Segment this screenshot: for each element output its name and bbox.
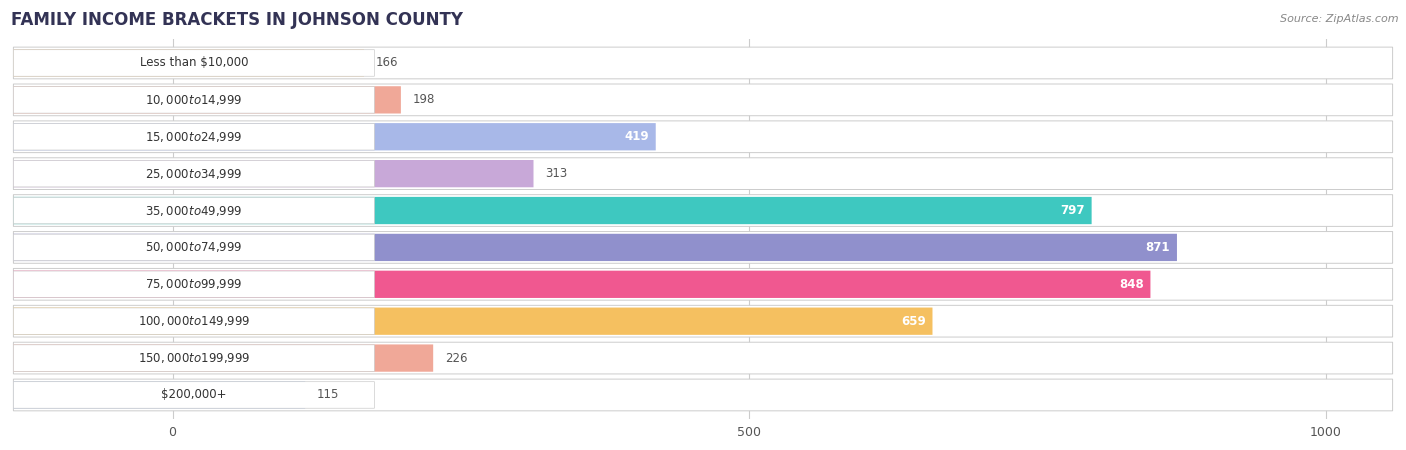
FancyBboxPatch shape [14, 121, 1392, 153]
Text: 848: 848 [1119, 278, 1143, 291]
FancyBboxPatch shape [14, 270, 1150, 298]
Text: $35,000 to $49,999: $35,000 to $49,999 [145, 203, 243, 217]
FancyBboxPatch shape [14, 307, 932, 335]
FancyBboxPatch shape [14, 160, 374, 187]
Text: Source: ZipAtlas.com: Source: ZipAtlas.com [1281, 14, 1399, 23]
Text: 313: 313 [546, 167, 567, 180]
FancyBboxPatch shape [14, 86, 401, 113]
FancyBboxPatch shape [14, 269, 1392, 300]
FancyBboxPatch shape [14, 234, 1177, 261]
Text: $75,000 to $99,999: $75,000 to $99,999 [145, 277, 243, 291]
Text: $25,000 to $34,999: $25,000 to $34,999 [145, 166, 243, 180]
Text: 115: 115 [316, 388, 339, 401]
FancyBboxPatch shape [14, 342, 1392, 374]
FancyBboxPatch shape [14, 86, 374, 113]
FancyBboxPatch shape [14, 344, 433, 372]
Text: $10,000 to $14,999: $10,000 to $14,999 [145, 93, 243, 107]
FancyBboxPatch shape [14, 195, 1392, 226]
Text: 659: 659 [901, 315, 925, 328]
FancyBboxPatch shape [14, 345, 374, 371]
FancyBboxPatch shape [14, 160, 533, 187]
FancyBboxPatch shape [14, 197, 1091, 224]
Text: 166: 166 [375, 57, 398, 69]
Text: 226: 226 [444, 351, 467, 364]
FancyBboxPatch shape [14, 381, 305, 409]
FancyBboxPatch shape [14, 271, 374, 297]
FancyBboxPatch shape [14, 197, 374, 224]
FancyBboxPatch shape [14, 234, 374, 261]
Text: Less than $10,000: Less than $10,000 [139, 57, 247, 69]
Text: $150,000 to $199,999: $150,000 to $199,999 [138, 351, 250, 365]
FancyBboxPatch shape [14, 382, 374, 408]
Text: $15,000 to $24,999: $15,000 to $24,999 [145, 130, 243, 144]
FancyBboxPatch shape [14, 123, 374, 150]
Text: $100,000 to $149,999: $100,000 to $149,999 [138, 314, 250, 328]
FancyBboxPatch shape [14, 123, 655, 150]
FancyBboxPatch shape [14, 50, 374, 76]
FancyBboxPatch shape [14, 232, 1392, 263]
Text: $200,000+: $200,000+ [162, 388, 226, 401]
FancyBboxPatch shape [14, 306, 1392, 337]
Text: 419: 419 [624, 130, 648, 143]
FancyBboxPatch shape [14, 158, 1392, 189]
FancyBboxPatch shape [14, 47, 1392, 79]
FancyBboxPatch shape [14, 308, 374, 334]
Text: 198: 198 [412, 93, 434, 106]
Text: FAMILY INCOME BRACKETS IN JOHNSON COUNTY: FAMILY INCOME BRACKETS IN JOHNSON COUNTY [11, 11, 463, 29]
Text: $50,000 to $74,999: $50,000 to $74,999 [145, 240, 243, 254]
Text: 797: 797 [1060, 204, 1084, 217]
FancyBboxPatch shape [14, 379, 1392, 411]
FancyBboxPatch shape [14, 50, 364, 76]
Text: 871: 871 [1146, 241, 1170, 254]
FancyBboxPatch shape [14, 84, 1392, 116]
